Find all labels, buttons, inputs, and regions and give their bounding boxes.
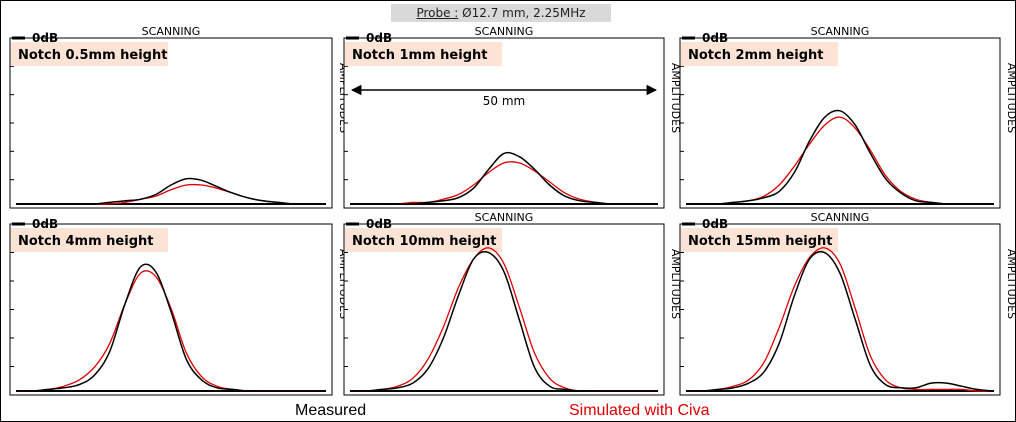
panel-title: Notch 2mm height	[688, 48, 823, 63]
chart-grid: SCANNING AMPLITUDES 0dB Notch 0.5mm height S…	[9, 25, 1015, 396]
probe-caption: Probe : Ø12.7 mm, 2.25MHz	[391, 4, 611, 22]
panel-title: Notch 4mm height	[18, 234, 153, 249]
series-measured-line	[687, 250, 993, 392]
reference-label: 0dB	[702, 217, 728, 231]
title-box	[345, 42, 502, 66]
series-measured-line	[351, 251, 656, 392]
x-axis-label: SCANNING	[475, 25, 534, 38]
reference-label: 0dB	[702, 31, 728, 45]
reference-label: 0dB	[32, 217, 58, 231]
reference-label: 0dB	[366, 31, 392, 45]
plot-frame	[9, 37, 333, 209]
series-measured-line	[18, 177, 324, 205]
series-simulated-line	[687, 247, 993, 392]
y-axis-label: AMPLITUDES	[669, 249, 682, 319]
panel-2: SCANNING AMPLITUDES 0dB Notch 1mm height 50 …	[343, 25, 682, 209]
series-measured-line	[17, 263, 324, 392]
title-box	[11, 228, 168, 252]
y-axis-label: AMPLITUDES	[669, 63, 682, 133]
title-box	[681, 228, 838, 252]
reference-label: 0dB	[366, 217, 392, 231]
span-label: 50 mm	[483, 94, 525, 108]
title-box	[681, 42, 838, 66]
panel-6: SCANNING AMPLITUDES 0dB Notch 15mm height	[679, 211, 1015, 396]
x-axis-label: SCANNING	[142, 25, 201, 38]
plot-frame	[679, 37, 1001, 209]
series-measured-line	[352, 151, 656, 205]
panel-title: Notch 15mm height	[688, 234, 833, 249]
probe-value: Ø12.7 mm, 2.25MHz	[462, 6, 586, 20]
plot-frame	[679, 223, 1001, 396]
y-axis-label: AMPLITUDES	[1005, 63, 1015, 133]
panel-3: SCANNING AMPLITUDES 0dB Notch 2mm height	[679, 25, 1015, 209]
x-axis-label: SCANNING	[811, 211, 870, 224]
panel-5: SCANNING AMPLITUDES 0dB Notch 10mm height	[343, 211, 682, 396]
title-box	[345, 228, 502, 252]
x-axis-label: SCANNING	[811, 25, 870, 38]
plot-frame	[343, 223, 665, 396]
panel-title: Notch 10mm height	[352, 234, 497, 249]
series-measured-line	[688, 109, 992, 205]
title-box	[11, 42, 168, 66]
legend-simulated: Simulated with Civa	[569, 402, 710, 419]
panel-title: Notch 0.5mm height	[18, 48, 167, 63]
probe-label: Probe :	[416, 6, 459, 20]
x-axis-label: SCANNING	[475, 211, 534, 224]
reference-label: 0dB	[32, 31, 58, 45]
plot-frame	[343, 37, 665, 209]
panel-title: Notch 1mm height	[352, 48, 487, 63]
y-axis-label: AMPLITUDES	[1005, 249, 1015, 319]
legend-measured: Measured	[295, 402, 367, 419]
